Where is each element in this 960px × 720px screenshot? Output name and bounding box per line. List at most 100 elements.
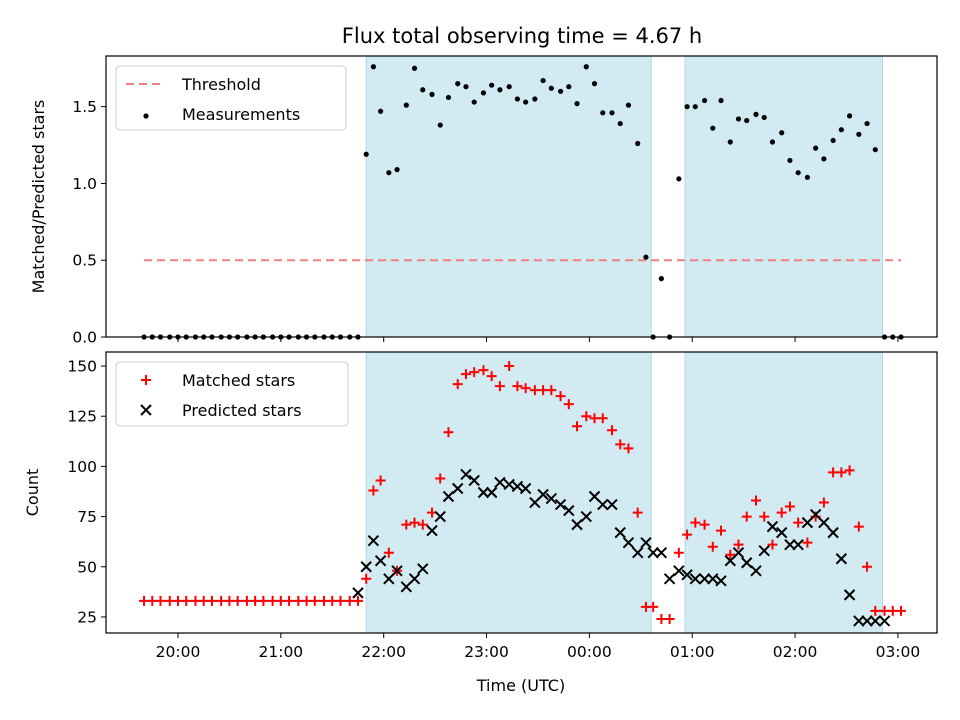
measurement-point [821,156,827,162]
axes-frame [105,351,938,634]
measurement-point [609,110,615,116]
matched-stars-point [623,443,634,454]
matched-stars-point [673,547,684,558]
legend-label: Measurements [182,105,300,124]
measurement-point [514,96,520,102]
predicted-stars-point [698,573,711,585]
legend-label: Predicted stars [182,401,302,420]
matched-stars-point [478,365,489,376]
matched-stars-point [452,379,463,390]
matched-stars-point [836,467,847,478]
legend: Matched stars Predicted stars [115,361,349,427]
measurement-point [489,82,495,88]
predicted-stars-point [460,468,472,481]
matched-stars-point [699,519,710,530]
matched-stars-point [520,383,531,394]
data-points [139,361,907,627]
matched-stars-point [767,539,778,550]
matched-stars-point [309,595,320,606]
predicted-stars-point [766,520,779,533]
measurement-point [643,254,649,260]
legend-box [115,65,347,131]
legend-label: Threshold [181,75,261,94]
predicted-stars-point [563,504,575,517]
bottom-panel-counts: 20:00 21:00 22:00 23:00 00:00 01:00 02:00 03:00… [23,351,938,661]
predicted-stars-point [853,615,865,627]
predicted-stars-point [452,482,464,495]
legend-predicted-swatch [140,404,152,416]
measurement-point [548,85,554,91]
predicted-stars-point [835,553,848,565]
measurement-point [710,125,716,131]
measurement-point [420,87,426,93]
measurement-point [497,87,503,93]
predicted-stars-point [391,565,403,577]
predicted-stars-point [827,526,839,539]
matched-stars-point [460,369,471,380]
predicted-stars-point [775,526,788,539]
matched-stars-point [443,427,454,438]
predicted-stars-point [758,544,770,557]
predicted-stars-point [374,555,387,567]
legend-box [115,361,349,427]
predicted-stars-point [843,589,856,601]
x-tick-label: 22:00 [361,643,406,661]
measurement-point [830,137,836,144]
measurement-point [463,84,469,90]
matched-stars-point [802,537,813,548]
x-tick-label: 02:00 [773,643,818,661]
measurement-point [769,139,776,145]
matched-stars-point [776,507,787,518]
matched-stars-point [759,511,770,522]
predicted-stars-point [689,573,702,585]
matched-stars-point [417,519,428,530]
matched-stars-point [682,529,693,540]
predicted-stars-point [468,474,480,487]
predicted-stars-point [818,516,830,529]
measurement-point [701,97,708,104]
measurement-point [846,113,853,119]
predicted-stars-point [655,547,668,559]
measurement-point [676,176,682,182]
matched-stars-point [352,595,363,606]
measurement-point [872,147,878,153]
predicted-stars-point [614,526,626,539]
observing-window-shade [365,55,652,338]
matched-stars-point [844,465,855,476]
x-axis-label: Time (UTC) [476,676,565,695]
measurement-point [480,90,487,96]
matched-stars-point [750,495,761,506]
predicted-stars-point [511,480,524,493]
measurement-point [583,64,589,70]
predicted-stars-point [485,486,498,499]
predicted-stars-point [519,482,532,495]
y-axis-label: Matched/Predicted stars [29,100,48,294]
matched-stars-point [818,497,829,508]
observing-window-shade [684,55,883,338]
matched-stars-point [555,391,566,402]
y-tick-label: 1.0 [72,175,97,193]
predicted-stars-point [537,488,549,501]
matched-stars-point [563,399,574,410]
measurement-point [617,120,623,127]
matched-stars-point [375,475,386,486]
matched-stars-point [664,613,675,624]
measurement-point [437,122,443,128]
predicted-stars-point [878,615,891,627]
axes-frame [105,55,938,338]
measurement-point [600,110,606,116]
measurement-point [635,140,641,147]
y-tick-label: 0.5 [72,252,97,270]
measurement-point [574,101,580,107]
measurement-point [779,130,785,136]
matched-stars-point [615,439,626,450]
measurement-point [795,170,801,176]
matched-stars-point [607,425,618,436]
predicted-stars-point [597,498,609,511]
matched-stars-point [383,547,394,558]
matched-stars-point [707,541,718,552]
matched-stars-point [512,381,523,392]
measurement-point [557,88,564,94]
matched-stars-point [409,517,420,528]
